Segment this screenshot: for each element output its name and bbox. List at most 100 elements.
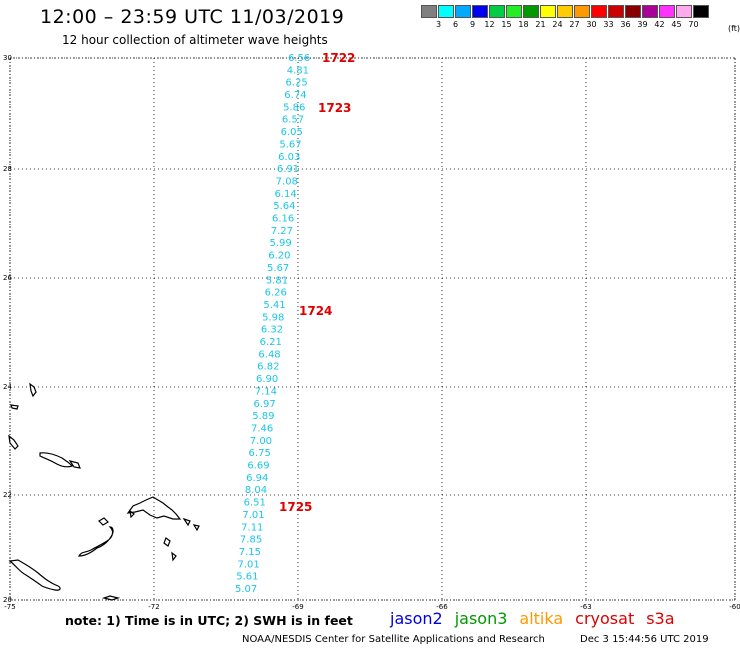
legend-label: 18 bbox=[518, 20, 529, 29]
legend-label: 33 bbox=[603, 20, 614, 29]
map-subtitle: 12 hour collection of altimeter wave hei… bbox=[62, 33, 328, 47]
legend-swatch bbox=[472, 5, 488, 18]
swh-value: 5.61 bbox=[236, 572, 258, 583]
pass-number: 1724 bbox=[299, 304, 332, 318]
legend-label: 70 bbox=[688, 20, 699, 29]
latitude-label: 24 bbox=[3, 383, 12, 391]
pass-number: 1722 bbox=[322, 51, 355, 65]
swh-value: 5.07 bbox=[235, 584, 257, 595]
longitude-label: -69 bbox=[292, 603, 303, 611]
swh-value: 6.20 bbox=[268, 251, 290, 262]
latitude-label: 30 bbox=[3, 54, 12, 62]
legend-label: 21 bbox=[535, 20, 546, 29]
color-legend: 3 6 9 12 15 18 21 24 27 30 33 36 39 42 45 70 (ft) bbox=[421, 5, 740, 33]
satellite-jason3: jason3 bbox=[454, 609, 508, 628]
swh-value: 6.16 bbox=[272, 214, 294, 225]
legend-swatch bbox=[693, 5, 709, 18]
swh-value: 5.98 bbox=[262, 312, 284, 323]
swh-value: 7.01 bbox=[237, 559, 259, 570]
legend-swatch bbox=[676, 5, 692, 18]
longitude-label: -72 bbox=[148, 603, 159, 611]
longitude-label: -75 bbox=[4, 603, 15, 611]
swh-value: 8.04 bbox=[245, 485, 267, 496]
swh-value: 5.86 bbox=[283, 102, 305, 113]
legend-label: 36 bbox=[620, 20, 631, 29]
legend-swatch bbox=[489, 5, 505, 18]
swh-value: 5.64 bbox=[273, 201, 295, 212]
pass-number-labels: 1722 1723 1724 1725 bbox=[279, 51, 355, 514]
legend-swatch bbox=[523, 5, 539, 18]
legend-label: 27 bbox=[569, 20, 580, 29]
legend-swatch bbox=[421, 5, 437, 18]
swh-value: 6.75 bbox=[249, 448, 271, 459]
map-title: 12:00 – 23:59 UTC 11/03/2019 bbox=[40, 6, 345, 28]
legend-labels: 3 6 9 12 15 18 21 24 27 30 33 36 39 42 45 70 bbox=[421, 18, 710, 30]
swh-value: 7.11 bbox=[241, 522, 263, 533]
legend-label: 24 bbox=[552, 20, 563, 29]
swh-value: 7.46 bbox=[251, 423, 273, 434]
satellite-legend: jason2 jason3 altika cryosat s3a bbox=[390, 609, 687, 628]
swh-value: 7.15 bbox=[239, 547, 261, 558]
swh-value: 5.67 bbox=[267, 263, 289, 274]
swh-value: 5.99 bbox=[270, 238, 292, 249]
latitude-label: 22 bbox=[3, 491, 12, 499]
wave-height-values: 6.564.816.256.745.866.576.055.676.036.91… bbox=[235, 53, 310, 595]
legend-swatch bbox=[506, 5, 522, 18]
swh-value: 6.48 bbox=[258, 349, 280, 360]
swh-value: 6.14 bbox=[274, 189, 296, 200]
legend-swatch bbox=[608, 5, 624, 18]
latitude-label: 28 bbox=[3, 165, 12, 173]
swh-value: 5.41 bbox=[263, 300, 285, 311]
swh-value: 6.91 bbox=[277, 164, 299, 175]
footer-timestamp: Dec 3 15:44:56 UTC 2019 bbox=[580, 634, 709, 645]
legend-swatch bbox=[625, 5, 641, 18]
swh-value: 6.32 bbox=[261, 325, 283, 336]
legend-label: 3 bbox=[435, 20, 442, 29]
swh-value: 6.21 bbox=[260, 337, 282, 348]
longitude-label: -60 bbox=[729, 603, 740, 611]
legend-swatches bbox=[421, 5, 710, 18]
swh-value: 6.51 bbox=[244, 498, 266, 509]
swh-value: 5.89 bbox=[252, 411, 274, 422]
swh-value: 6.03 bbox=[278, 152, 300, 163]
legend-label: 6 bbox=[452, 20, 459, 29]
swh-value: 6.97 bbox=[253, 399, 275, 410]
swh-value: 6.05 bbox=[281, 127, 303, 138]
legend-swatch bbox=[574, 5, 590, 18]
swh-value: 6.25 bbox=[286, 78, 308, 89]
swh-value: 6.94 bbox=[246, 473, 268, 484]
swh-value: 7.01 bbox=[242, 510, 264, 521]
swh-value: 6.74 bbox=[284, 90, 306, 101]
swh-value: 4.81 bbox=[287, 65, 309, 76]
grid-lines bbox=[9, 57, 736, 601]
legend-swatch bbox=[455, 5, 471, 18]
swh-value: 5.67 bbox=[279, 139, 301, 150]
swh-value: 7.00 bbox=[250, 436, 272, 447]
legend-swatch bbox=[438, 5, 454, 18]
caribbean-coastline bbox=[8, 382, 200, 601]
legend-unit: (ft) bbox=[728, 24, 740, 33]
satellite-cryosat: cryosat bbox=[575, 609, 635, 628]
legend-label: 9 bbox=[469, 20, 476, 29]
legend-label: 45 bbox=[671, 20, 682, 29]
swh-value: 7.14 bbox=[255, 386, 277, 397]
units-note: note: 1) Time is in UTC; 2) SWH is in fe… bbox=[65, 613, 353, 628]
latitude-label: 26 bbox=[3, 274, 12, 282]
plot-frame bbox=[9, 57, 736, 601]
legend-swatch bbox=[591, 5, 607, 18]
swh-value: 5.81 bbox=[266, 275, 288, 286]
legend-label: 12 bbox=[484, 20, 495, 29]
footer-credit: NOAA/NESDIS Center for Satellite Applica… bbox=[242, 634, 545, 645]
pass-number: 1725 bbox=[279, 500, 312, 514]
satellite-s3a: s3a bbox=[646, 609, 675, 628]
legend-label: 39 bbox=[637, 20, 648, 29]
longitude-label: -66 bbox=[436, 603, 448, 611]
satellite-altika: altika bbox=[519, 609, 564, 628]
legend-label: 42 bbox=[654, 20, 665, 29]
swh-value: 7.85 bbox=[240, 535, 262, 546]
legend-label: 30 bbox=[586, 20, 597, 29]
swh-value: 7.08 bbox=[276, 176, 298, 187]
swh-value: 7.27 bbox=[271, 226, 293, 237]
latitude-labels: 30 28 26 24 22 20 bbox=[3, 54, 12, 604]
